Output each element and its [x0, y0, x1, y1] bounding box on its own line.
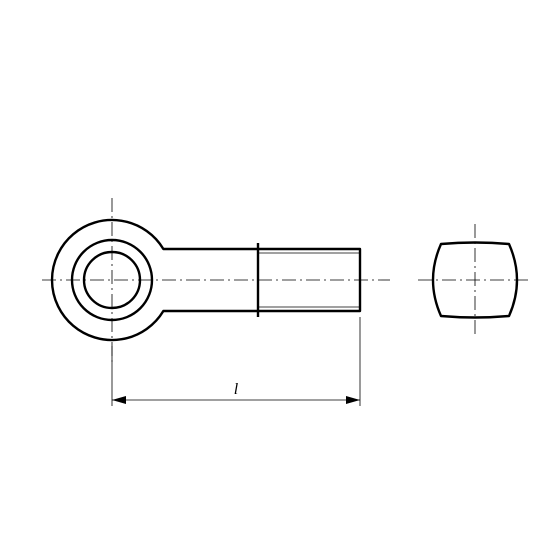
dim-arrow-right: [346, 396, 360, 404]
eye-bolt-drawing: l: [0, 0, 560, 560]
dim-arrow-left: [112, 396, 126, 404]
dim-label: l: [234, 381, 239, 398]
